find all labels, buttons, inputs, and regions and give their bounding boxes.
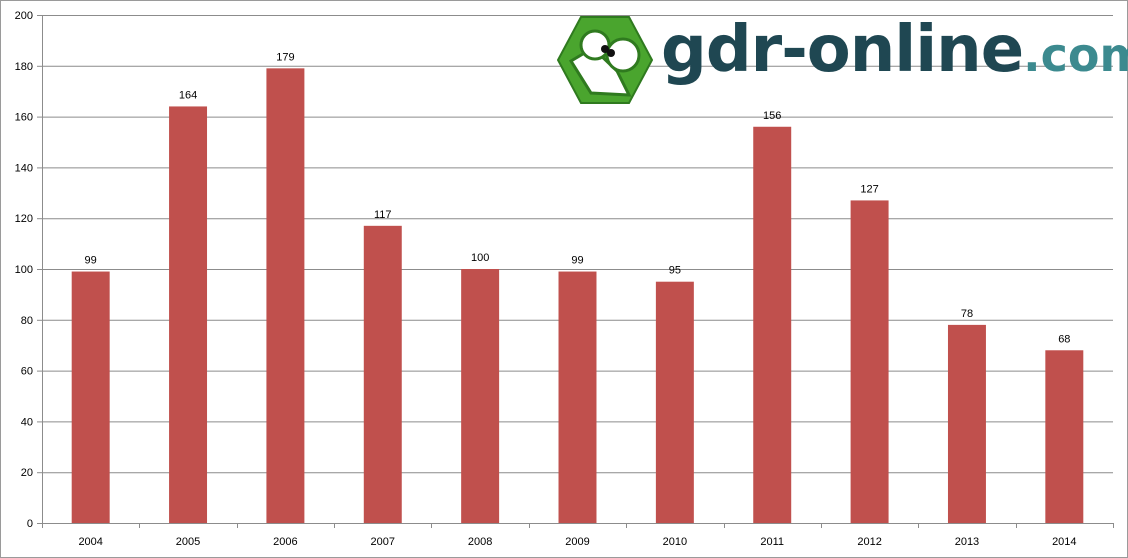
x-tick-label: 2008 — [468, 536, 492, 548]
data-label: 78 — [961, 308, 973, 320]
x-tick-label: 2009 — [565, 536, 589, 548]
data-label: 164 — [179, 89, 197, 101]
y-tick-label: 80 — [21, 315, 33, 327]
bar — [363, 225, 402, 523]
bar — [266, 68, 305, 523]
bar — [461, 269, 500, 523]
x-tick-label: 2012 — [857, 536, 881, 548]
bar — [169, 106, 208, 523]
data-label: 99 — [85, 255, 97, 267]
y-tick-label: 160 — [15, 112, 33, 124]
data-label: 156 — [763, 110, 781, 122]
gdr-online-logo: gdr-online.com — [557, 13, 1128, 105]
x-tick-label: 2005 — [176, 536, 200, 548]
y-tick-label: 20 — [21, 467, 33, 479]
y-tick-label: 140 — [15, 162, 33, 174]
y-tick-label: 120 — [15, 213, 33, 225]
data-label: 99 — [571, 255, 583, 267]
x-tick-label: 2006 — [273, 536, 297, 548]
bar — [71, 271, 110, 523]
bar — [1045, 350, 1084, 523]
data-label: 95 — [669, 265, 681, 277]
x-tick-label: 2007 — [371, 536, 395, 548]
frog-badge-icon — [557, 16, 653, 104]
y-tick-label: 40 — [21, 416, 33, 428]
y-tick-label: 200 — [15, 10, 33, 22]
y-tick-label: 0 — [27, 518, 33, 530]
logo-wordmark: gdr-online.com — [661, 13, 1128, 87]
bar — [753, 126, 792, 523]
x-tick-label: 2004 — [78, 536, 102, 548]
y-tick-label: 180 — [15, 61, 33, 73]
bar — [655, 281, 694, 523]
bar — [947, 324, 986, 523]
data-label: 127 — [860, 183, 878, 195]
bar — [850, 200, 889, 524]
bar — [558, 271, 597, 523]
logo-name: gdr-online — [661, 13, 1024, 87]
y-tick-label: 100 — [15, 264, 33, 276]
y-tick-label: 60 — [21, 366, 33, 378]
x-tick-label: 2013 — [955, 536, 979, 548]
data-label: 179 — [276, 51, 294, 63]
data-label: 117 — [374, 209, 392, 221]
logo-suffix: .com — [1023, 28, 1128, 82]
x-tick-label: 2011 — [760, 536, 784, 548]
data-label: 68 — [1058, 333, 1070, 345]
x-tick-label: 2010 — [663, 536, 687, 548]
x-tick-label: 2014 — [1052, 536, 1076, 548]
data-label: 100 — [471, 252, 489, 264]
